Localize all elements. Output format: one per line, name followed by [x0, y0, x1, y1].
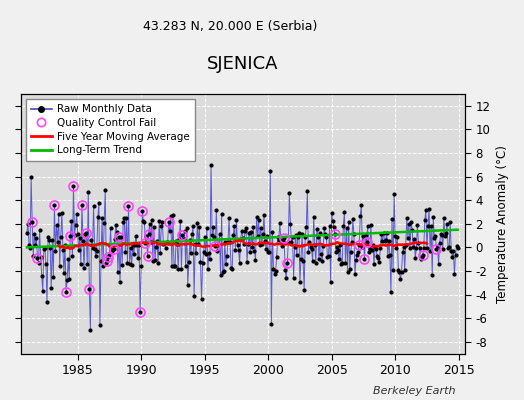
Legend: Raw Monthly Data, Quality Control Fail, Five Year Moving Average, Long-Term Tren: Raw Monthly Data, Quality Control Fail, … — [26, 99, 195, 160]
Text: Berkeley Earth: Berkeley Earth — [374, 386, 456, 396]
Y-axis label: Temperature Anomaly (°C): Temperature Anomaly (°C) — [496, 145, 509, 303]
Title: SJENICA: SJENICA — [207, 55, 279, 73]
Text: 43.283 N, 20.000 E (Serbia): 43.283 N, 20.000 E (Serbia) — [144, 20, 318, 33]
